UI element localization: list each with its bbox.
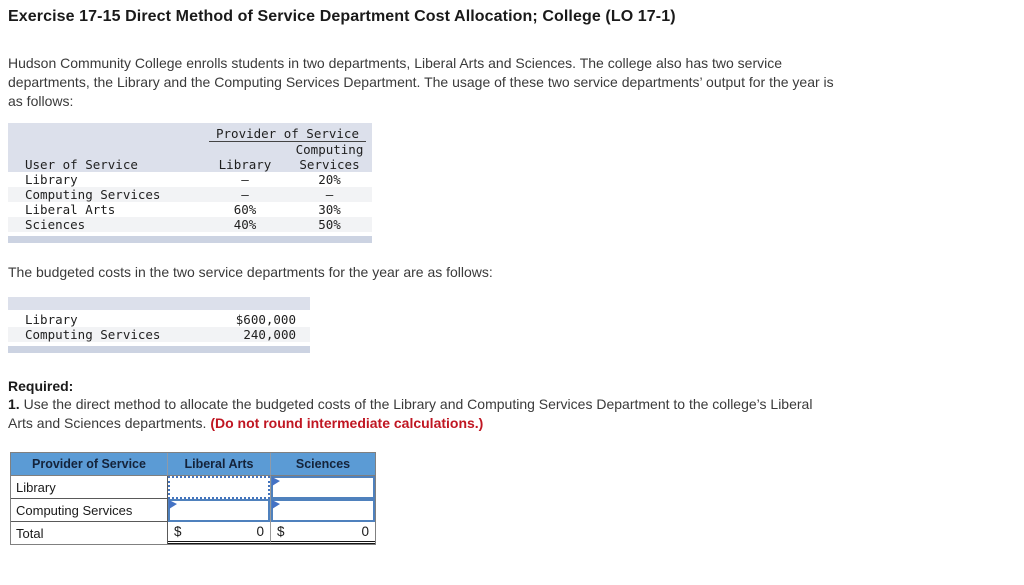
usage-table: Provider of Service Computing User of Se… <box>8 123 372 243</box>
answer-table: Provider of Service Liberal Arts Science… <box>10 452 376 545</box>
exercise-page: Exercise 17-15 Direct Method of Service … <box>8 8 1016 545</box>
do-not-round-warning: (Do not round intermediate calculations.… <box>210 414 484 431</box>
usage-row-sciences: Sciences 40% 50% <box>8 217 372 232</box>
budget-table: Library $600,000 Computing Services 240,… <box>8 297 310 353</box>
cell-flag-icon <box>169 500 177 509</box>
library-column-header: Library <box>218 157 272 172</box>
intro-paragraph: Hudson Community College enrolls student… <box>8 55 834 109</box>
computing-header-line1: Computing <box>295 142 364 157</box>
requirement-number: 1. <box>8 396 20 412</box>
budget-paragraph: The budgeted costs in the two service de… <box>8 264 493 280</box>
row-label-computing-services: Computing Services <box>11 499 168 522</box>
budget-row-library: Library $600,000 <box>25 312 296 327</box>
user-of-service-header: User of Service <box>25 157 138 172</box>
provider-of-service-header: Provider of Service <box>209 126 366 142</box>
header-provider-of-service: Provider of Service <box>11 453 168 476</box>
currency-symbol: $ <box>277 524 285 539</box>
answer-row-total: Total $ 0 $ 0 <box>11 522 375 544</box>
row-label-library: Library <box>11 476 168 499</box>
table-footer-bar <box>8 236 372 243</box>
answer-table-header-row: Provider of Service Liberal Arts Science… <box>11 453 375 476</box>
answer-input-computing-liberal-arts[interactable] <box>170 501 268 520</box>
total-value-liberal-arts: 0 <box>256 524 264 539</box>
input-cell-computing-liberal-arts[interactable] <box>168 499 270 522</box>
total-cell-liberal-arts: $ 0 <box>168 522 271 544</box>
input-cell-library-liberal-arts[interactable] <box>168 476 270 499</box>
answer-input-library-sciences[interactable] <box>273 478 373 497</box>
total-value-sciences: 0 <box>361 524 369 539</box>
usage-table-header: Provider of Service Computing User of Se… <box>8 123 372 172</box>
total-cell-sciences: $ 0 <box>271 522 375 544</box>
currency-symbol: $ <box>174 524 182 539</box>
input-cell-library-sciences[interactable] <box>271 476 375 499</box>
header-sciences: Sciences <box>271 453 375 476</box>
computing-header-line2: Services <box>299 157 360 172</box>
header-liberal-arts: Liberal Arts <box>168 453 271 476</box>
row-label-total: Total <box>11 522 168 544</box>
input-cell-computing-sciences[interactable] <box>271 499 375 522</box>
answer-row-computing-services: Computing Services <box>11 499 375 522</box>
cell-flag-icon <box>272 477 280 486</box>
table-header-bar <box>8 297 310 310</box>
answer-row-library: Library <box>11 476 375 499</box>
requirement-1-line2: Arts and Sciences departments. (Do not r… <box>8 414 484 431</box>
usage-row-computing-services: Computing Services – – <box>8 187 372 202</box>
answer-input-library-liberal-arts[interactable] <box>170 478 268 497</box>
table-footer-bar <box>8 346 310 353</box>
page-title: Exercise 17-15 Direct Method of Service … <box>8 8 676 25</box>
required-heading: Required: <box>8 378 74 394</box>
cell-flag-icon <box>272 500 280 509</box>
requirement-1-line1: 1. Use the direct method to allocate the… <box>8 396 813 412</box>
usage-row-library: Library – 20% <box>25 172 341 187</box>
required-section: Required: 1. Use the direct method to al… <box>8 377 1016 432</box>
answer-input-computing-sciences[interactable] <box>273 501 373 520</box>
budget-row-computing-services: Computing Services 240,000 <box>8 327 310 342</box>
usage-row-liberal-arts: Liberal Arts 60% 30% <box>25 202 341 217</box>
